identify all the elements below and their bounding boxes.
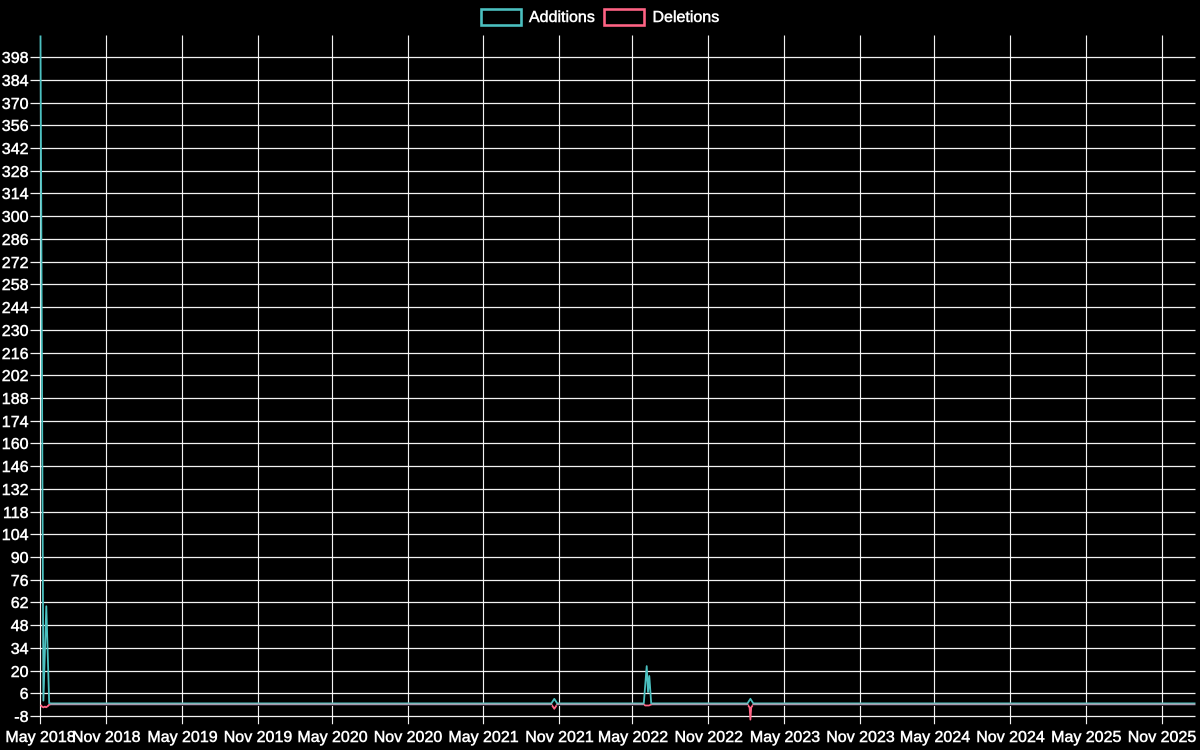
svg-text:May 2019: May 2019 — [147, 729, 217, 746]
svg-text:62: 62 — [11, 595, 29, 612]
svg-text:May 2022: May 2022 — [598, 729, 668, 746]
svg-text:202: 202 — [2, 368, 29, 385]
svg-text:May 2021: May 2021 — [448, 729, 518, 746]
svg-text:146: 146 — [2, 459, 29, 476]
svg-text:216: 216 — [2, 346, 29, 363]
svg-text:160: 160 — [2, 436, 29, 453]
svg-text:328: 328 — [2, 164, 29, 181]
svg-text:May 2020: May 2020 — [297, 729, 367, 746]
svg-text:Additions: Additions — [529, 9, 595, 26]
svg-text:76: 76 — [11, 573, 29, 590]
svg-text:258: 258 — [2, 277, 29, 294]
svg-text:May 2023: May 2023 — [750, 729, 820, 746]
svg-text:May 2025: May 2025 — [1051, 729, 1121, 746]
svg-text:286: 286 — [2, 232, 29, 249]
svg-text:370: 370 — [2, 96, 29, 113]
svg-text:356: 356 — [2, 118, 29, 135]
svg-text:34: 34 — [11, 641, 29, 658]
svg-text:90: 90 — [11, 550, 29, 567]
svg-text:384: 384 — [2, 73, 29, 90]
svg-text:May 2018: May 2018 — [5, 729, 75, 746]
svg-text:Nov 2019: Nov 2019 — [224, 729, 293, 746]
svg-text:104: 104 — [2, 527, 29, 544]
svg-text:48: 48 — [11, 618, 29, 635]
svg-text:-8: -8 — [14, 709, 28, 726]
svg-text:118: 118 — [3, 505, 29, 522]
svg-text:Nov 2025: Nov 2025 — [1128, 729, 1197, 746]
svg-text:Nov 2018: Nov 2018 — [72, 729, 141, 746]
svg-text:342: 342 — [2, 141, 29, 158]
svg-text:Deletions: Deletions — [653, 9, 720, 26]
svg-text:Nov 2023: Nov 2023 — [826, 729, 895, 746]
svg-text:20: 20 — [11, 664, 29, 681]
svg-text:314: 314 — [2, 186, 29, 203]
svg-text:244: 244 — [2, 300, 29, 317]
svg-text:174: 174 — [2, 414, 29, 431]
svg-text:Nov 2022: Nov 2022 — [675, 729, 744, 746]
svg-text:Nov 2021: Nov 2021 — [525, 729, 594, 746]
svg-text:May 2024: May 2024 — [900, 729, 970, 746]
svg-text:272: 272 — [2, 255, 29, 272]
svg-text:230: 230 — [2, 323, 29, 340]
svg-text:Nov 2020: Nov 2020 — [374, 729, 443, 746]
svg-text:6: 6 — [20, 686, 29, 703]
svg-text:132: 132 — [2, 482, 29, 499]
svg-text:Nov 2024: Nov 2024 — [976, 729, 1045, 746]
svg-text:300: 300 — [2, 209, 29, 226]
svg-text:398: 398 — [2, 50, 29, 67]
svg-text:188: 188 — [2, 391, 29, 408]
